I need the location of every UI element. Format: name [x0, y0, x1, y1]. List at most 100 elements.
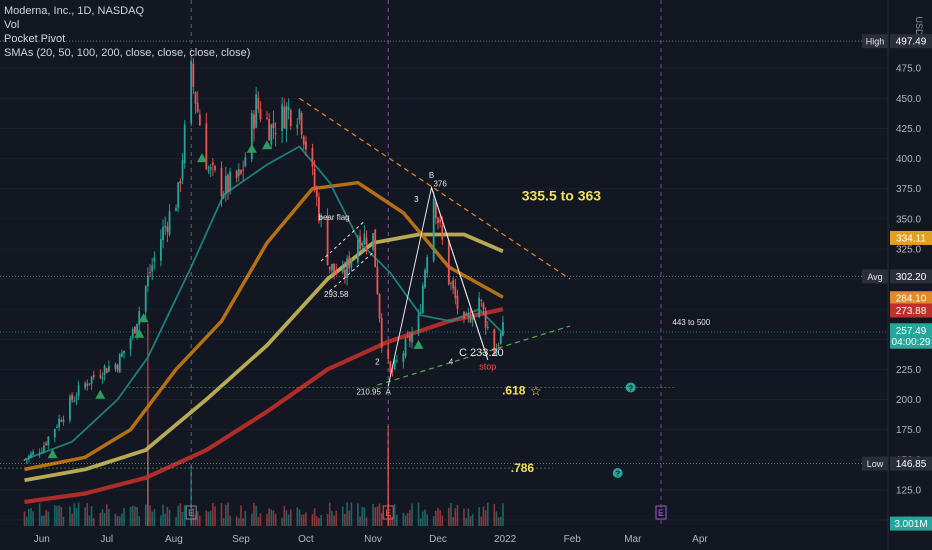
volume-bar — [73, 503, 76, 526]
candle-body — [177, 182, 180, 208]
volume-bar — [437, 507, 439, 526]
abc-wave-line — [431, 187, 489, 360]
candle-body — [315, 190, 318, 197]
candle-body — [253, 114, 255, 129]
earnings-marker[interactable] — [655, 505, 667, 520]
legend-title: Moderna, Inc., 1D, NASDAQ — [4, 5, 144, 17]
volume-bar — [435, 510, 437, 526]
annotation-label: A — [386, 388, 392, 397]
candle-body — [372, 233, 374, 250]
price-label-bg — [890, 456, 932, 471]
annotation-label: 376 — [433, 179, 447, 188]
chart-legend: Moderna, Inc., 1D, NASDAQ Vol Pocket Piv… — [4, 4, 250, 60]
volume-bar — [251, 513, 253, 526]
volume-bar — [153, 509, 156, 526]
price-label-value: 284.10 — [896, 294, 927, 305]
volume-bar — [344, 513, 346, 526]
earnings-marker[interactable] — [185, 505, 197, 520]
volume-bar — [417, 502, 420, 526]
volume-bar — [77, 502, 80, 526]
candle-body — [404, 339, 407, 357]
volume-bar — [238, 518, 240, 526]
candle-body — [92, 374, 95, 377]
help-icon[interactable] — [612, 467, 623, 478]
volume-bar — [151, 511, 154, 526]
candle-body — [469, 314, 472, 323]
volume-bar — [75, 507, 78, 526]
price-tick-label: 400.0 — [896, 154, 921, 165]
candle-body — [227, 174, 229, 192]
volume-bar — [486, 502, 489, 526]
price-label-value: 334.11 — [896, 233, 926, 244]
volume-bar — [378, 503, 381, 526]
volume-spike — [147, 323, 149, 526]
price-label-value: 497.49 — [896, 37, 927, 48]
pocket-pivot-marker — [413, 339, 424, 349]
candle-body — [493, 329, 496, 355]
candle-body — [333, 263, 335, 273]
volume-bar — [331, 511, 333, 526]
candle-body — [257, 97, 260, 110]
candle-body — [387, 348, 390, 359]
price-label-value: 257.49 — [896, 326, 927, 337]
candle-body — [198, 114, 201, 126]
help-icon[interactable] — [625, 382, 636, 393]
price-tick-label: 375.0 — [896, 184, 921, 195]
candle-body — [452, 280, 455, 289]
candle-body — [71, 394, 74, 401]
price-tick-label: 325.0 — [896, 244, 921, 255]
volume-bar — [86, 503, 89, 526]
volume-bar — [41, 515, 43, 526]
pocket-pivot-marker — [261, 140, 272, 150]
volume-bar — [229, 515, 231, 526]
volume-bar — [196, 511, 199, 526]
volume-bar — [177, 505, 179, 526]
candle-body — [456, 295, 459, 309]
candle-body — [136, 323, 138, 335]
candle-body — [30, 453, 32, 458]
candle-body — [313, 168, 316, 190]
price-tick-label: 350.0 — [896, 214, 921, 225]
candle-body — [393, 359, 396, 370]
candle-body — [211, 162, 214, 166]
candle-body — [424, 270, 426, 288]
volume-bar — [84, 507, 86, 526]
candle-body — [196, 103, 199, 112]
candle-body — [454, 286, 457, 299]
volume-bar — [116, 515, 119, 526]
volume-bar — [404, 515, 407, 526]
volume-bar — [181, 511, 184, 526]
volume-bar — [305, 512, 307, 526]
volume-bar — [376, 506, 379, 526]
volume-bar — [207, 511, 210, 526]
moving-averages — [24, 145, 504, 504]
candle-body — [320, 215, 322, 220]
volume-bar — [88, 515, 91, 526]
price-label-bg — [890, 230, 932, 245]
volume-bar — [38, 503, 41, 526]
volume-bar — [136, 507, 138, 526]
earnings-marker[interactable] — [382, 505, 394, 520]
volume-bar — [103, 512, 106, 526]
candle-body — [99, 375, 102, 378]
candle-body — [467, 313, 470, 316]
candle-body — [417, 314, 420, 332]
candle-body — [268, 119, 271, 141]
candle-body — [23, 459, 26, 461]
annotation-label: 293.58 — [324, 290, 349, 299]
candle-body — [391, 370, 394, 372]
candle-body — [380, 318, 383, 348]
candle-body — [131, 329, 134, 338]
candle-body — [229, 171, 232, 191]
price-label-tag-bg — [862, 456, 888, 471]
volume-bar — [92, 518, 95, 526]
price-label-bg — [890, 303, 932, 318]
volume-bar — [363, 507, 366, 526]
candle-body — [58, 418, 61, 428]
candle-body — [311, 147, 314, 167]
candle-body — [406, 336, 409, 338]
candle-body — [255, 94, 258, 128]
volume-bar — [348, 510, 351, 526]
annotation-label: 2 — [375, 358, 380, 367]
